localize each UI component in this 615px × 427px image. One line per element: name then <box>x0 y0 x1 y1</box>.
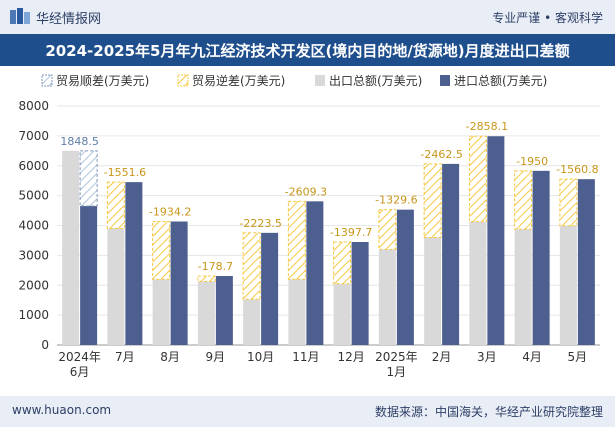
export-bar <box>288 279 306 345</box>
legend-label: 进口总额(万美元) <box>454 74 547 88</box>
export-bar <box>378 249 396 345</box>
import-bar <box>170 221 188 345</box>
export-bar <box>62 150 80 345</box>
balance-data-label: -1560.8 <box>556 163 598 176</box>
balance-data-label: 1848.5 <box>60 135 99 148</box>
deficit-bar <box>514 170 533 230</box>
import-bar <box>577 179 595 345</box>
header-bar: 华经情报网 专业严谨 • 客观科学 <box>0 0 615 34</box>
deficit-bar <box>333 241 352 285</box>
x-tick-label: 2月 <box>432 350 452 364</box>
tagline: 专业严谨 • 客观科学 <box>492 11 603 25</box>
balance-data-label: -2462.5 <box>420 148 462 161</box>
balance-data-label: -2858.1 <box>466 120 508 133</box>
y-tick-label: 0 <box>41 338 49 352</box>
x-tick-label: 6月 <box>70 365 90 379</box>
x-tick-label: 2025年 <box>375 350 418 364</box>
import-bar <box>261 232 279 345</box>
balance-data-label: -2223.5 <box>239 217 281 230</box>
chart-area: 贸易顺差(万美元) 贸易逆差(万美元) 出口总额(万美元) 进口总额(万美元) 0 100… <box>18 73 600 379</box>
balance-data-label: -1397.7 <box>330 226 372 239</box>
data-source: 数据来源：中国海关，华经产业研究院整理 <box>374 405 603 419</box>
logo-icon <box>10 8 30 24</box>
title-bar: 2024-2025年5月年九江经济技术开发区(境内目的地/货源地)月度进出口差额 <box>0 34 615 66</box>
legend-swatch <box>315 75 325 86</box>
import-bar <box>487 136 505 345</box>
import-bar <box>215 276 233 345</box>
x-tick-label: 5月 <box>568 350 588 364</box>
export-bar <box>559 225 577 345</box>
deficit-bar <box>423 163 442 238</box>
x-tick-label: 9月 <box>206 350 226 364</box>
export-bar <box>514 229 532 345</box>
chart-title: 2024-2025年5月年九江经济技术开发区(境内目的地/货源地)月度进出口差额 <box>45 42 570 60</box>
legend-swatch <box>177 74 189 87</box>
y-tick-label: 4000 <box>18 219 49 233</box>
legend-label: 贸易逆差(万美元) <box>192 73 285 88</box>
y-tick-label: 1000 <box>18 308 49 322</box>
deficit-bar <box>287 200 306 280</box>
x-tick-label: 8月 <box>160 350 180 364</box>
legend-swatch <box>41 74 53 87</box>
x-tick-label: 2024年 <box>58 350 101 364</box>
import-bar <box>532 170 550 345</box>
export-bar <box>152 279 170 345</box>
import-bar <box>306 201 324 345</box>
website-link[interactable]: www.huaon.com <box>12 403 112 417</box>
footer-bar: www.huaon.com 数据来源：中国海关，华经产业研究院整理 <box>0 396 615 427</box>
deficit-bar <box>378 209 397 250</box>
legend-label: 出口总额(万美元) <box>329 74 422 88</box>
export-bar <box>424 237 442 345</box>
deficit-bar <box>197 275 216 282</box>
brand-name: 华经情报网 <box>36 12 102 27</box>
x-tick-label: 12月 <box>337 350 364 364</box>
y-tick-label: 2000 <box>18 278 49 292</box>
balance-data-label: -1329.6 <box>375 194 417 207</box>
balance-data-label: -178.7 <box>198 260 233 273</box>
x-tick-label: 1月 <box>387 365 407 379</box>
export-bar <box>197 281 215 345</box>
x-tick-label: 4月 <box>522 350 542 364</box>
deficit-bar <box>242 232 261 300</box>
import-bar <box>442 163 460 345</box>
export-bar <box>333 283 351 345</box>
import-bar <box>80 206 98 345</box>
legend-swatch <box>440 75 450 86</box>
deficit-bar <box>106 181 125 229</box>
x-tick-label: 7月 <box>115 350 135 364</box>
balance-data-label: -2609.3 <box>285 185 327 198</box>
y-tick-label: 6000 <box>18 159 49 173</box>
deficit-bar <box>468 135 487 223</box>
x-tick-label: 11月 <box>292 350 319 364</box>
export-bar <box>243 299 261 345</box>
y-tick-label: 3000 <box>18 248 49 262</box>
surplus-bar <box>79 150 98 207</box>
import-bar <box>396 209 414 345</box>
balance-data-label: -1934.2 <box>149 205 191 218</box>
y-tick-label: 7000 <box>18 129 49 143</box>
y-tick-label: 8000 <box>18 99 49 113</box>
x-tick-label: 3月 <box>477 350 497 364</box>
y-tick-label: 5000 <box>18 189 49 203</box>
import-bar <box>351 241 369 345</box>
deficit-bar <box>152 220 171 280</box>
balance-data-label: -1551.6 <box>104 166 146 179</box>
import-bar <box>125 182 143 345</box>
balance-data-label: -1950 <box>516 155 548 168</box>
legend-label: 贸易顺差(万美元) <box>56 74 149 88</box>
x-tick-label: 10月 <box>247 350 274 364</box>
deficit-bar <box>559 178 578 227</box>
export-bar <box>107 228 125 345</box>
export-bar <box>469 221 487 345</box>
